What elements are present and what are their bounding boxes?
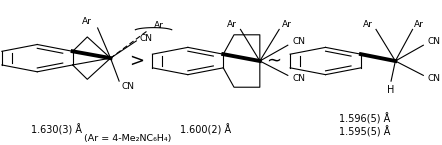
Text: CN: CN [121,82,134,91]
Text: (Ar = 4-Me₂NC₆H₄): (Ar = 4-Me₂NC₆H₄) [84,134,171,143]
Text: 1.596(5) Å: 1.596(5) Å [339,114,390,125]
Text: ∼: ∼ [267,52,282,70]
Text: CN: CN [292,75,305,84]
Text: H: H [387,85,395,95]
Text: CN: CN [427,37,441,46]
Text: CN: CN [427,75,441,84]
Text: Ar: Ar [82,17,92,26]
Text: 1.595(5) Å: 1.595(5) Å [339,126,390,137]
Text: >: > [129,52,144,70]
Text: Ar: Ar [282,20,291,29]
Text: CN: CN [140,33,153,42]
Text: 1.630(3) Å: 1.630(3) Å [31,124,82,136]
Text: Ar: Ar [362,20,372,29]
Text: Ar: Ar [414,20,424,29]
Text: CN: CN [292,37,305,46]
Text: 1.600(2) Å: 1.600(2) Å [179,124,231,136]
Text: Ar: Ar [227,20,237,29]
Text: Ar: Ar [153,21,164,30]
